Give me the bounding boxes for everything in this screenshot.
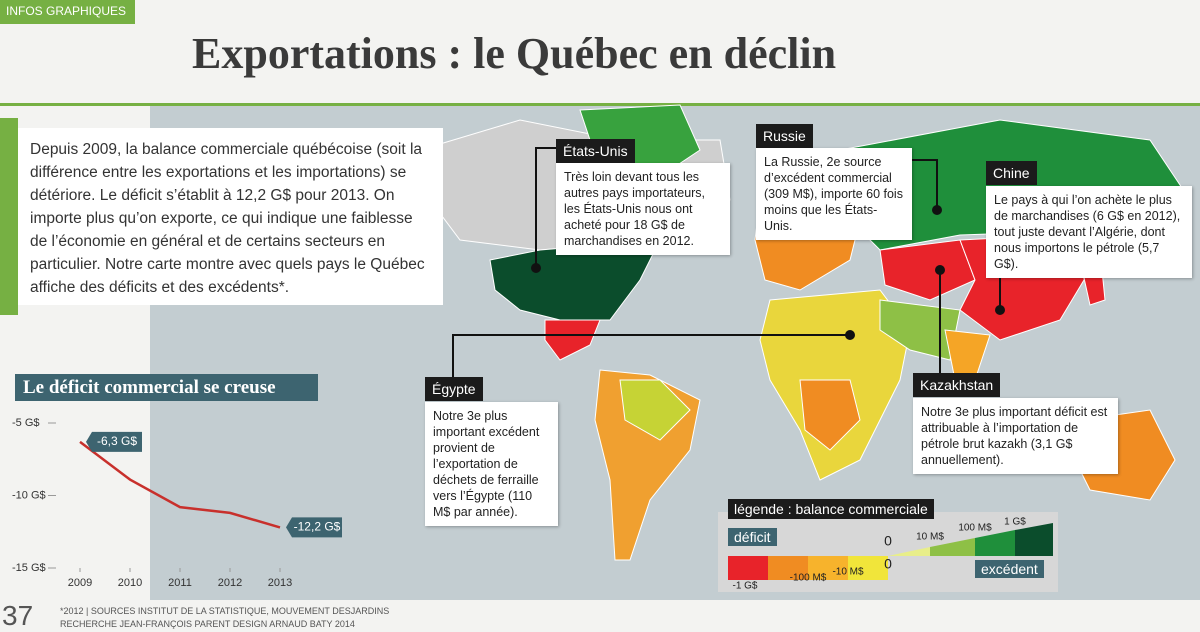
legend-deficit: déficit: [728, 528, 777, 546]
x-tick-label: 2010: [118, 577, 142, 589]
value-label-bg: [286, 517, 342, 538]
africa-c: [799, 379, 861, 451]
y-tick-label: -10 G$: [12, 489, 46, 501]
dots: [531, 205, 1005, 340]
callout-text: Très loin devant tous les autres pays im…: [556, 163, 730, 255]
x-tick-label: 2013: [268, 577, 292, 589]
connectors: [452, 147, 1001, 377]
callout-text: Le pays à qui l’on achète le plus de mar…: [986, 186, 1192, 278]
x-tick-label: 2009: [68, 577, 92, 589]
tag: INFOS GRAPHIQUES: [6, 4, 127, 18]
legend-title: légende : balance commerciale: [728, 499, 934, 519]
legend-scale: 100 M$: [958, 523, 992, 534]
legend-scale: -1 G$: [732, 581, 757, 592]
legend-scale: 10 M$: [916, 532, 944, 543]
legend: [718, 512, 1058, 592]
intro: Depuis 2009, la balance commerciale québ…: [18, 128, 443, 305]
legend-scale: 0: [884, 556, 892, 572]
sources: *2012 | SOURCES INSTITUT DE LA STATISTIQ…: [60, 606, 390, 616]
y-tick-label: -5 G$: [12, 417, 40, 429]
legend-scale: -100 M$: [790, 573, 827, 584]
callout-text: La Russie, 2e source d’excédent commerci…: [756, 148, 912, 240]
brazil-n: [619, 379, 691, 441]
page-number: 37: [2, 600, 34, 631]
credits: RECHERCHE JEAN-FRANÇOIS PARENT DESIGN AR…: [60, 619, 355, 629]
x-tick-label: 2011: [168, 577, 192, 589]
legend-scale: 1 G$: [1004, 517, 1026, 528]
y-tick-label: -15 G$: [12, 562, 46, 574]
callout-text: Notre 3e plus important déficit est attr…: [913, 398, 1118, 474]
accent: [0, 118, 18, 315]
title: Exportations : le Québec en déclin: [192, 29, 837, 78]
value-label-bg: [86, 431, 142, 452]
x-tick-label: 2012: [218, 577, 242, 589]
callout-label: Égypte: [425, 377, 483, 401]
callout-label: Chine: [986, 161, 1037, 185]
callout-label: Kazakhstan: [913, 373, 1001, 397]
value-label: -6,3 G$: [97, 434, 137, 448]
value-label: -12,2 G$: [294, 520, 341, 534]
line: [79, 440, 281, 529]
callout-label: États-Unis: [556, 139, 635, 163]
callout-text: Notre 3e plus important excédent provien…: [425, 402, 558, 526]
legend-scale: -10 M$: [832, 567, 864, 578]
legend-surplus: excédent: [975, 560, 1044, 578]
mexico: [544, 319, 601, 361]
kazakhstan: [879, 239, 976, 301]
tag-bg: [0, 0, 135, 24]
legend-scale: 0: [884, 533, 892, 549]
callout-label: Russie: [756, 124, 813, 148]
rule: [0, 103, 1200, 106]
chart-title: Le déficit commercial se creuse: [15, 374, 318, 401]
